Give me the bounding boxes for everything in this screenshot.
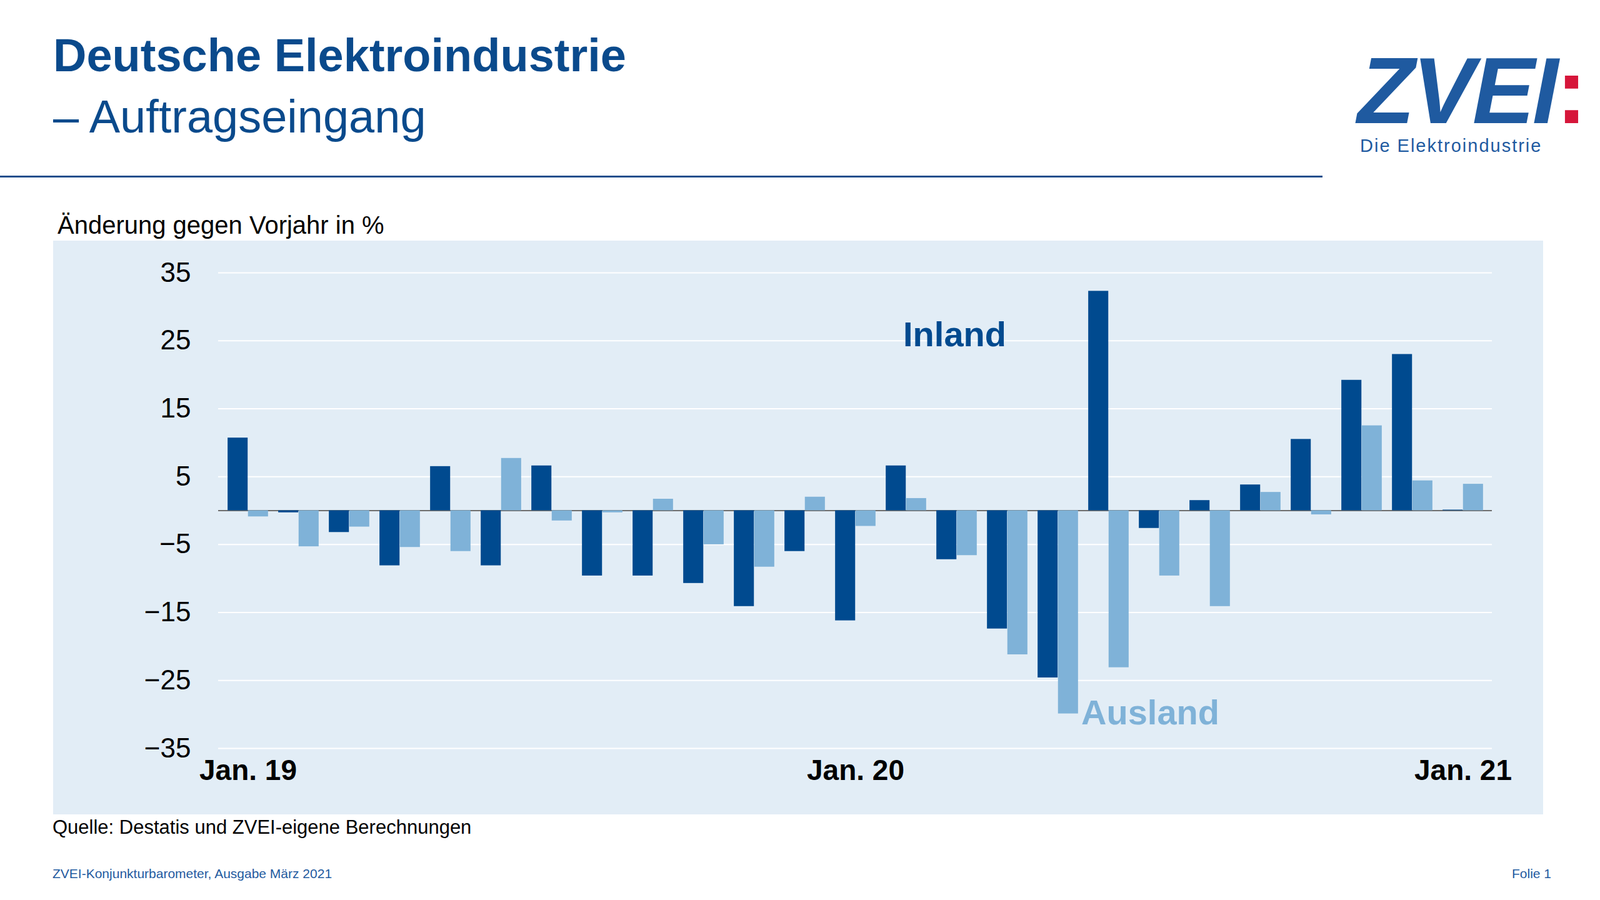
svg-text:−25: −25 <box>144 664 192 695</box>
html-text:Quelle: Destatis und ZVEI-eige: Quelle: Destatis und ZVEI-eigene Berechn… <box>52 816 472 839</box>
html-text:Folie 1: Folie 1 <box>1511 866 1552 881</box>
svg-text:5: 5 <box>175 460 191 492</box>
svg-text:Jan. 20: Jan. 20 <box>806 753 905 787</box>
svg-text:−35: −35 <box>144 732 192 764</box>
svg-text:Jan. 19: Jan. 19 <box>199 753 297 787</box>
svg-text:−5: −5 <box>159 528 191 559</box>
html-text:ZVEI:: ZVEI: <box>1357 38 1585 144</box>
svg-text:Ausland: Ausland <box>1081 692 1220 732</box>
svg-text:Jan. 21: Jan. 21 <box>1414 753 1512 787</box>
html-text:ZVEI-Konjunkturbarometer, Ausg: ZVEI-Konjunkturbarometer, Ausgabe März 2… <box>52 866 332 881</box>
svg-text:35: 35 <box>160 256 192 288</box>
html-text:Die Elektroindustrie: Die Elektroindustrie <box>1360 135 1543 156</box>
svg-text:25: 25 <box>160 324 192 355</box>
html-text:– Auftragseingang: – Auftragseingang <box>53 90 426 143</box>
html-text:Deutsche Elektroindustrie: Deutsche Elektroindustrie <box>53 29 627 82</box>
svg-text:−15: −15 <box>144 596 192 627</box>
svg-text:15: 15 <box>160 392 192 424</box>
svg-text:Inland: Inland <box>903 314 1007 354</box>
html-text:Änderung gegen Vorjahr in %: Änderung gegen Vorjahr in % <box>57 211 385 239</box>
